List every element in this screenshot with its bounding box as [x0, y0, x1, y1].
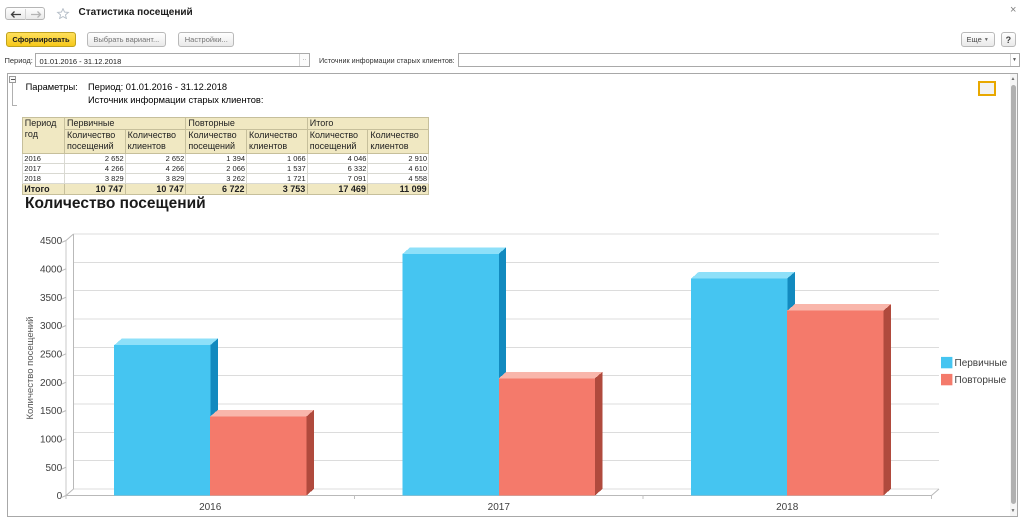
- svg-text:1500: 1500: [40, 406, 63, 417]
- svg-text:3000: 3000: [40, 321, 63, 332]
- svg-text:2018: 2018: [776, 502, 799, 513]
- svg-text:1000: 1000: [40, 434, 63, 445]
- svg-text:2017: 2017: [488, 502, 511, 513]
- svg-text:2000: 2000: [40, 378, 63, 389]
- svg-text:0: 0: [57, 491, 63, 502]
- svg-text:2016: 2016: [199, 502, 222, 513]
- svg-text:4000: 4000: [40, 264, 63, 275]
- svg-text:4500: 4500: [40, 236, 63, 247]
- svg-text:3500: 3500: [40, 293, 63, 304]
- svg-text:Количество посещений: Количество посещений: [25, 317, 36, 420]
- svg-text:Повторные: Повторные: [955, 375, 1007, 386]
- svg-text:2500: 2500: [40, 349, 63, 360]
- svg-text:500: 500: [46, 463, 63, 474]
- svg-text:Первичные: Первичные: [955, 358, 1008, 369]
